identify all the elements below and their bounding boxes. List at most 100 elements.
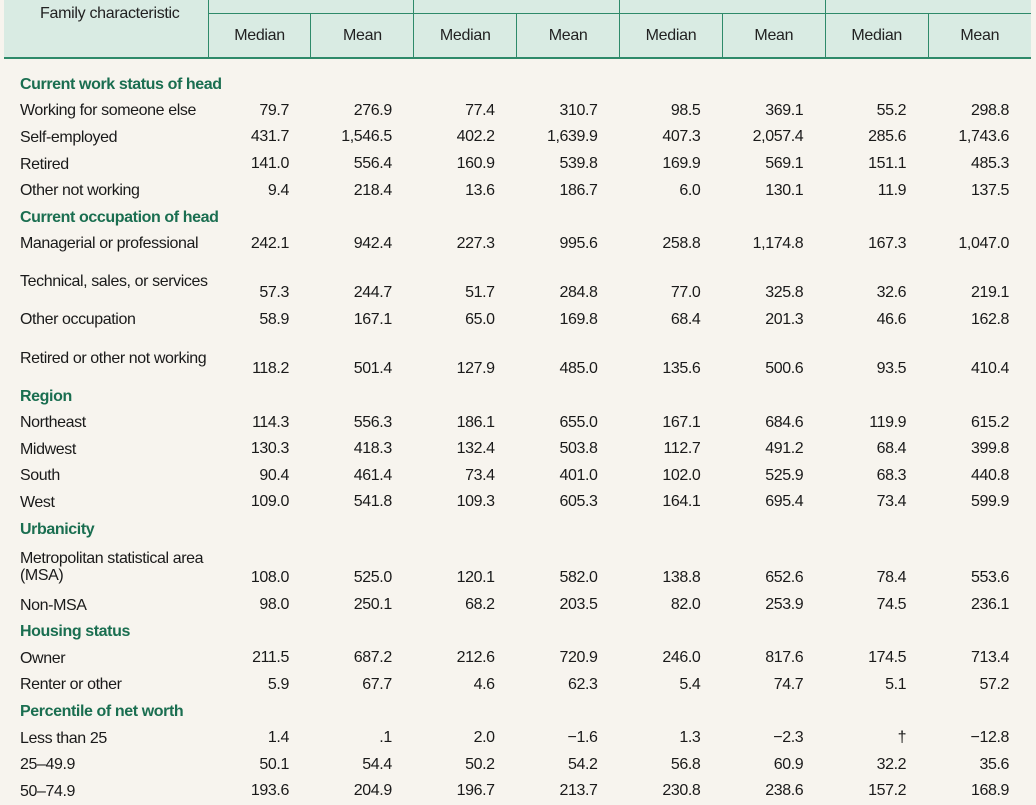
cell-value: 138.8 xyxy=(662,568,701,586)
cell-value: 68.4 xyxy=(876,440,907,458)
cell-value: 655.0 xyxy=(559,413,598,431)
cell-value: 995.6 xyxy=(559,234,598,252)
cell-value: 1.3 xyxy=(679,729,701,747)
cell-value: 55.2 xyxy=(876,101,907,119)
cell-value: 79.7 xyxy=(259,101,289,119)
cell-value: 238.6 xyxy=(765,782,804,800)
cell-value: 553.6 xyxy=(970,568,1009,586)
row-label: Metropolitan statistical area (MSA) xyxy=(20,550,204,585)
table-row: Metropolitan statistical area (MSA) 108.0… xyxy=(4,542,1031,592)
cell-value: 684.6 xyxy=(765,413,804,431)
cell-value: .1 xyxy=(379,729,392,747)
cell-value: 73.4 xyxy=(876,493,907,511)
cell-value: 196.7 xyxy=(456,782,495,800)
row-label: Non-MSA xyxy=(20,596,87,614)
cell-value: 54.2 xyxy=(568,755,598,773)
row-label: Self-employed xyxy=(20,128,118,146)
cell-value: 500.6 xyxy=(765,359,804,377)
cell-value: 284.8 xyxy=(559,283,598,301)
column-header-median: Median xyxy=(824,13,929,59)
cell-value: 90.4 xyxy=(259,466,289,484)
cell-value: 56.8 xyxy=(670,755,701,773)
cell-value: 218.4 xyxy=(353,181,392,199)
table-row: Working for someone else 79.7 276.9 77.4 310… xyxy=(4,98,1031,125)
cell-value: 57.3 xyxy=(259,283,289,301)
row-label: Owner xyxy=(20,649,66,667)
cell-value: 1,639.9 xyxy=(546,128,598,146)
cell-value: 167.1 xyxy=(353,310,392,328)
cell-value: 1,174.8 xyxy=(752,234,804,252)
table-row: Non-MSA 98.0 250.1 68.2 203.5 82.0 253.9 74.5 23… xyxy=(4,592,1031,619)
section-header-row: Urbanicity xyxy=(4,516,1031,543)
table-row: Other occupation 58.9 167.1 65.0 169.8 68.4 20… xyxy=(4,307,1031,334)
table-row: Retired 141.0 556.4 160.9 539.8 169.9 569.1 151… xyxy=(4,151,1031,178)
cell-value: 108.0 xyxy=(250,568,289,586)
section-header-row: Current occupation of head xyxy=(4,204,1031,231)
cell-value: 74.7 xyxy=(773,675,804,693)
cell-value: 310.7 xyxy=(559,101,598,119)
cell-value: 50.2 xyxy=(465,755,495,773)
cell-value: 186.7 xyxy=(559,181,598,199)
cell-value: 485.0 xyxy=(559,359,598,377)
cell-value: 599.9 xyxy=(970,493,1009,511)
cell-value: 98.5 xyxy=(670,101,701,119)
cell-value: 5.9 xyxy=(267,675,289,693)
cell-value: 32.2 xyxy=(876,755,907,773)
cell-value: 1,546.5 xyxy=(341,128,392,146)
table-row: Northeast 114.3 556.3 186.1 655.0 167.1 684.6 1… xyxy=(4,409,1031,436)
cell-value: 369.1 xyxy=(765,101,804,119)
cell-value: 5.1 xyxy=(885,675,907,693)
cell-value: 230.8 xyxy=(662,782,701,800)
cell-value: 118.2 xyxy=(252,359,289,377)
cell-value: 652.6 xyxy=(765,568,804,586)
section-header-row: Region xyxy=(4,383,1031,410)
row-label: 25–49.9 xyxy=(20,756,76,774)
cell-value: 193.6 xyxy=(250,782,289,800)
cell-value: −1.6 xyxy=(567,729,598,747)
row-label: Less than 25 xyxy=(20,729,107,747)
cell-value: 65.0 xyxy=(465,310,495,328)
cell-value: 57.2 xyxy=(979,675,1009,693)
cell-value: 74.5 xyxy=(876,596,907,614)
cell-value: 285.6 xyxy=(868,128,907,146)
cell-value: 1,047.0 xyxy=(958,234,1009,252)
cell-value: 51.7 xyxy=(465,283,495,301)
cell-value: 102.0 xyxy=(662,466,701,484)
row-label: 50–74.9 xyxy=(20,782,76,800)
cell-value: 109.0 xyxy=(250,493,289,511)
section-header-row: Current work status of head xyxy=(4,58,1031,98)
cell-value: 556.3 xyxy=(353,413,392,431)
cell-value: 68.3 xyxy=(876,466,907,484)
cell-value: 720.9 xyxy=(559,649,598,667)
cell-value: 503.8 xyxy=(559,440,598,458)
cell-value: 160.9 xyxy=(456,155,495,173)
cell-value: 2,057.4 xyxy=(752,128,804,146)
cell-value: 50.1 xyxy=(259,755,289,773)
column-header-mean: Mean xyxy=(927,13,1031,59)
cell-value: 77.0 xyxy=(670,283,701,301)
cell-value: 168.9 xyxy=(970,782,1009,800)
cell-value: 32.6 xyxy=(876,283,907,301)
table-row: 25–49.9 50.1 54.4 50.2 54.2 56.8 60.9 32.2 35.6 xyxy=(4,751,1031,778)
section-title: Current work status of head xyxy=(20,75,222,93)
table-row: Owner 211.5 687.2 212.6 720.9 246.0 817.6 174.5… xyxy=(4,645,1031,672)
family-characteristic-header: Family characteristic xyxy=(4,0,209,59)
column-group-header xyxy=(413,0,620,14)
cell-value: −2.3 xyxy=(773,729,804,747)
section-header-row: Percentile of net worth xyxy=(4,698,1031,725)
cell-value: 695.4 xyxy=(765,493,804,511)
section-title: Housing status xyxy=(20,623,130,641)
cell-value: 174.5 xyxy=(868,649,907,667)
cell-value: 114.3 xyxy=(252,413,289,431)
row-label: Renter or other xyxy=(20,676,122,694)
table-row: Less than 25 1.4 .1 2.0 −1.6 1.3 −2.3 † −12.8 xyxy=(4,725,1031,752)
cell-value: 77.4 xyxy=(465,101,495,119)
cell-value: 1.4 xyxy=(267,729,289,747)
row-label: Northeast xyxy=(20,414,86,432)
cell-value: 556.4 xyxy=(353,155,392,173)
cell-value: 203.5 xyxy=(559,596,598,614)
cell-value: 73.4 xyxy=(465,466,495,484)
cell-value: 120.1 xyxy=(456,568,495,586)
cell-value: 112.7 xyxy=(663,440,701,458)
cell-value: 141.0 xyxy=(250,155,289,173)
